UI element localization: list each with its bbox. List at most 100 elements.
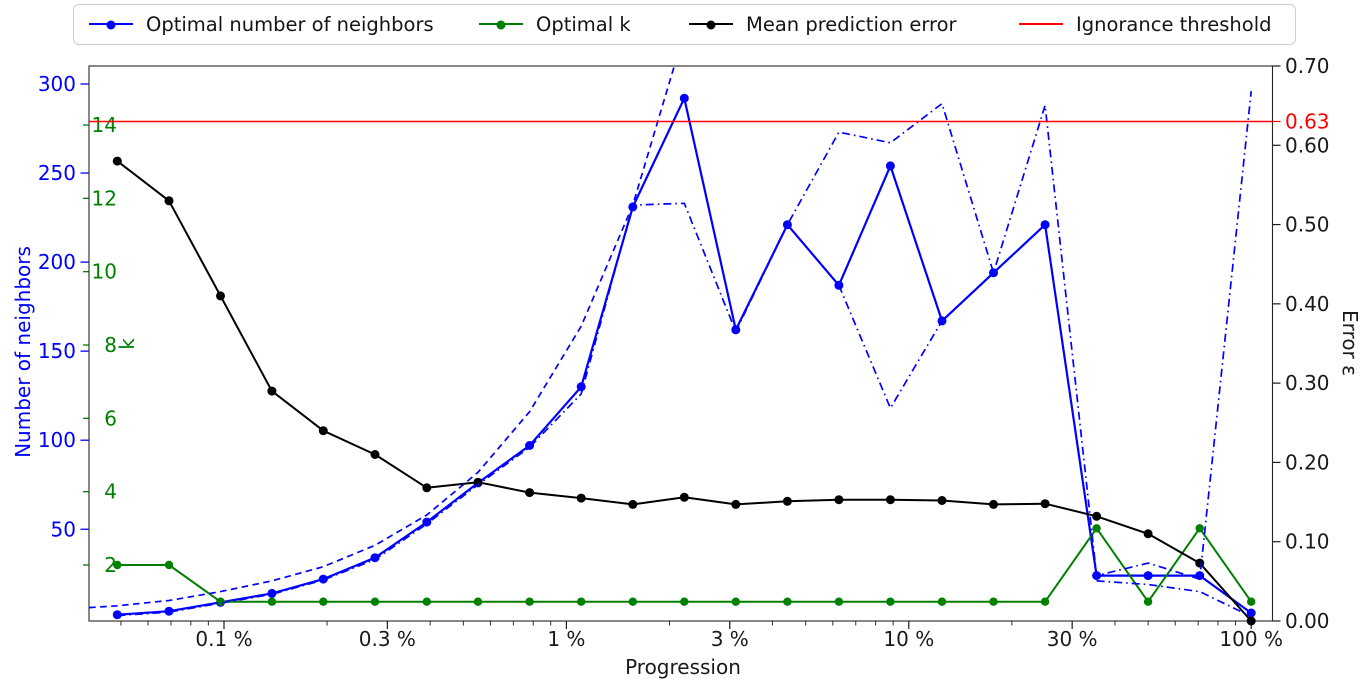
series-optimal-k-marker <box>1092 524 1101 533</box>
series-mean-prediction-error-marker <box>628 499 638 509</box>
series-mean-prediction-error-marker <box>112 156 122 166</box>
legend-line-dot-icon <box>479 20 523 30</box>
series-neighbors-upper-bound-path <box>117 91 1253 617</box>
threshold-tick-label: 0.63 <box>1285 109 1330 133</box>
series-optimal-k-path <box>117 527 1253 603</box>
series-optimal-k-marker <box>937 597 947 606</box>
series-optimal-number-of-neighbors-marker <box>989 268 998 278</box>
series-optimal-k-marker <box>989 597 998 606</box>
series-optimal-k-marker <box>319 597 328 606</box>
series-optimal-number-of-neighbors-marker <box>1143 571 1153 581</box>
x-axis-tick-label: 0.3 % <box>359 627 416 651</box>
series-optimal-k-marker <box>1040 597 1050 606</box>
x-axis-tick-label: 30 % <box>1047 627 1098 651</box>
legend-item-optimal-k: Optimal k <box>479 5 631 43</box>
series-optimal-k-marker <box>370 597 380 606</box>
y-left-axis-title: Number of neighbors <box>11 246 35 458</box>
series-optimal-k-marker <box>216 597 225 606</box>
series-optimal-k-marker <box>1143 597 1153 606</box>
series-mean-prediction-error-marker <box>370 450 380 459</box>
series-optimal-k-marker <box>113 560 122 570</box>
series-optimal-number-of-neighbors-marker <box>885 161 895 171</box>
legend-line-dot-icon <box>689 20 733 30</box>
series-optimal-number-of-neighbors-path <box>117 97 1252 616</box>
series-optimal-k-marker <box>680 597 689 606</box>
series-optimal-number-of-neighbors-marker <box>1246 608 1256 618</box>
series-optimal-number-of-neighbors-marker <box>679 93 689 103</box>
series-mean-prediction-error-marker <box>1143 529 1153 539</box>
x-axis-tick-label: 1 % <box>547 627 585 651</box>
series-mean-prediction-error-marker <box>525 488 535 498</box>
y-left-tick-label: 150 <box>38 339 76 363</box>
legend-label: Ignorance threshold <box>1076 12 1272 36</box>
series-optimal-k-marker <box>267 597 277 606</box>
series-mean-prediction-error-marker <box>731 499 741 509</box>
series-optimal-k-marker <box>834 597 844 606</box>
k-axis-tick-label: 8 <box>104 333 117 357</box>
series-optimal-k-marker <box>525 597 534 606</box>
k-axis-tick-label: 6 <box>104 406 117 430</box>
legend: Optimal number of neighbors Optimal k Me… <box>73 4 1296 45</box>
series-mean-prediction-error-marker <box>937 496 947 505</box>
k-axis-title: k <box>115 338 139 350</box>
series-available-neighbors-limit-path <box>89 65 676 609</box>
series-mean-prediction-error-marker <box>834 495 844 505</box>
series-mean-prediction-error-marker <box>318 426 328 436</box>
y-right-tick-label: 0.60 <box>1285 133 1330 157</box>
series-mean-prediction-error-marker <box>679 492 689 502</box>
k-axis-tick-label: 2 <box>104 553 117 577</box>
y-right-tick-label: 0.70 <box>1285 54 1330 78</box>
series-mean-prediction-error-marker <box>1092 511 1102 521</box>
legend-label: Optimal k <box>536 12 631 36</box>
series-optimal-k-marker <box>164 560 174 570</box>
series-neighbors-lower-bound-tail-path <box>1096 580 1252 618</box>
series-optimal-number-of-neighbors-marker <box>422 517 432 527</box>
plot-area <box>89 65 1273 626</box>
series-optimal-k-marker <box>1247 597 1256 606</box>
x-axis-title: Progression <box>625 655 741 679</box>
k-axis-tick-label: 10 <box>92 260 117 284</box>
legend-item-optimal-neighbors: Optimal number of neighbors <box>89 5 434 43</box>
series-optimal-k-marker <box>422 597 431 606</box>
series-optimal-number-of-neighbors-marker <box>164 606 174 616</box>
k-axis-tick-label: 12 <box>92 186 117 210</box>
y-left-tick-label: 100 <box>38 428 76 452</box>
legend-item-ignorance-threshold: Ignorance threshold <box>1019 5 1272 43</box>
series-optimal-k-marker <box>628 597 637 606</box>
legend-item-mean-error: Mean prediction error <box>689 5 957 43</box>
series-mean-prediction-error-marker <box>473 477 483 487</box>
x-axis-tick-label: 10 % <box>883 627 934 651</box>
y-right-tick-label: 0.40 <box>1285 292 1330 316</box>
series-mean-prediction-error-marker <box>164 196 174 206</box>
y-right-axis-title: Error ε <box>1338 310 1362 376</box>
y-right-tick-label: 0.00 <box>1285 609 1330 633</box>
legend-label: Optimal number of neighbors <box>146 12 434 36</box>
series-mean-prediction-error-marker <box>576 493 586 503</box>
series-optimal-k-marker <box>473 597 483 606</box>
y-left-tick-label: 250 <box>38 161 76 185</box>
series-mean-prediction-error-marker <box>1246 616 1256 626</box>
y-left-tick-label: 300 <box>38 72 76 96</box>
series-mean-prediction-error-marker <box>267 386 277 396</box>
series-mean-prediction-error-marker <box>989 499 998 509</box>
series-optimal-k-marker <box>731 597 740 606</box>
legend-line-icon <box>1019 23 1063 25</box>
legend-label: Mean prediction error <box>746 12 957 36</box>
k-axis-tick-label: 4 <box>104 480 117 504</box>
series-mean-prediction-error-marker <box>885 495 895 505</box>
y-left-tick-label: 200 <box>38 250 76 274</box>
series-mean-prediction-error-marker <box>1195 558 1205 568</box>
x-axis-tick-label: 100 % <box>1219 627 1283 651</box>
series-optimal-number-of-neighbors-marker <box>112 610 122 620</box>
series-optimal-k-marker <box>1195 524 1204 533</box>
y-left-tick-label: 50 <box>51 517 76 541</box>
series-neighbors-lower-bound-path <box>838 284 943 409</box>
series-optimal-number-of-neighbors-marker <box>267 588 277 598</box>
legend-line-dot-icon <box>89 20 133 30</box>
series-optimal-k-marker <box>886 597 895 606</box>
k-axis-tick-label: 14 <box>92 113 117 137</box>
series-optimal-number-of-neighbors-marker <box>370 553 380 563</box>
series-mean-prediction-error-marker <box>216 291 225 301</box>
